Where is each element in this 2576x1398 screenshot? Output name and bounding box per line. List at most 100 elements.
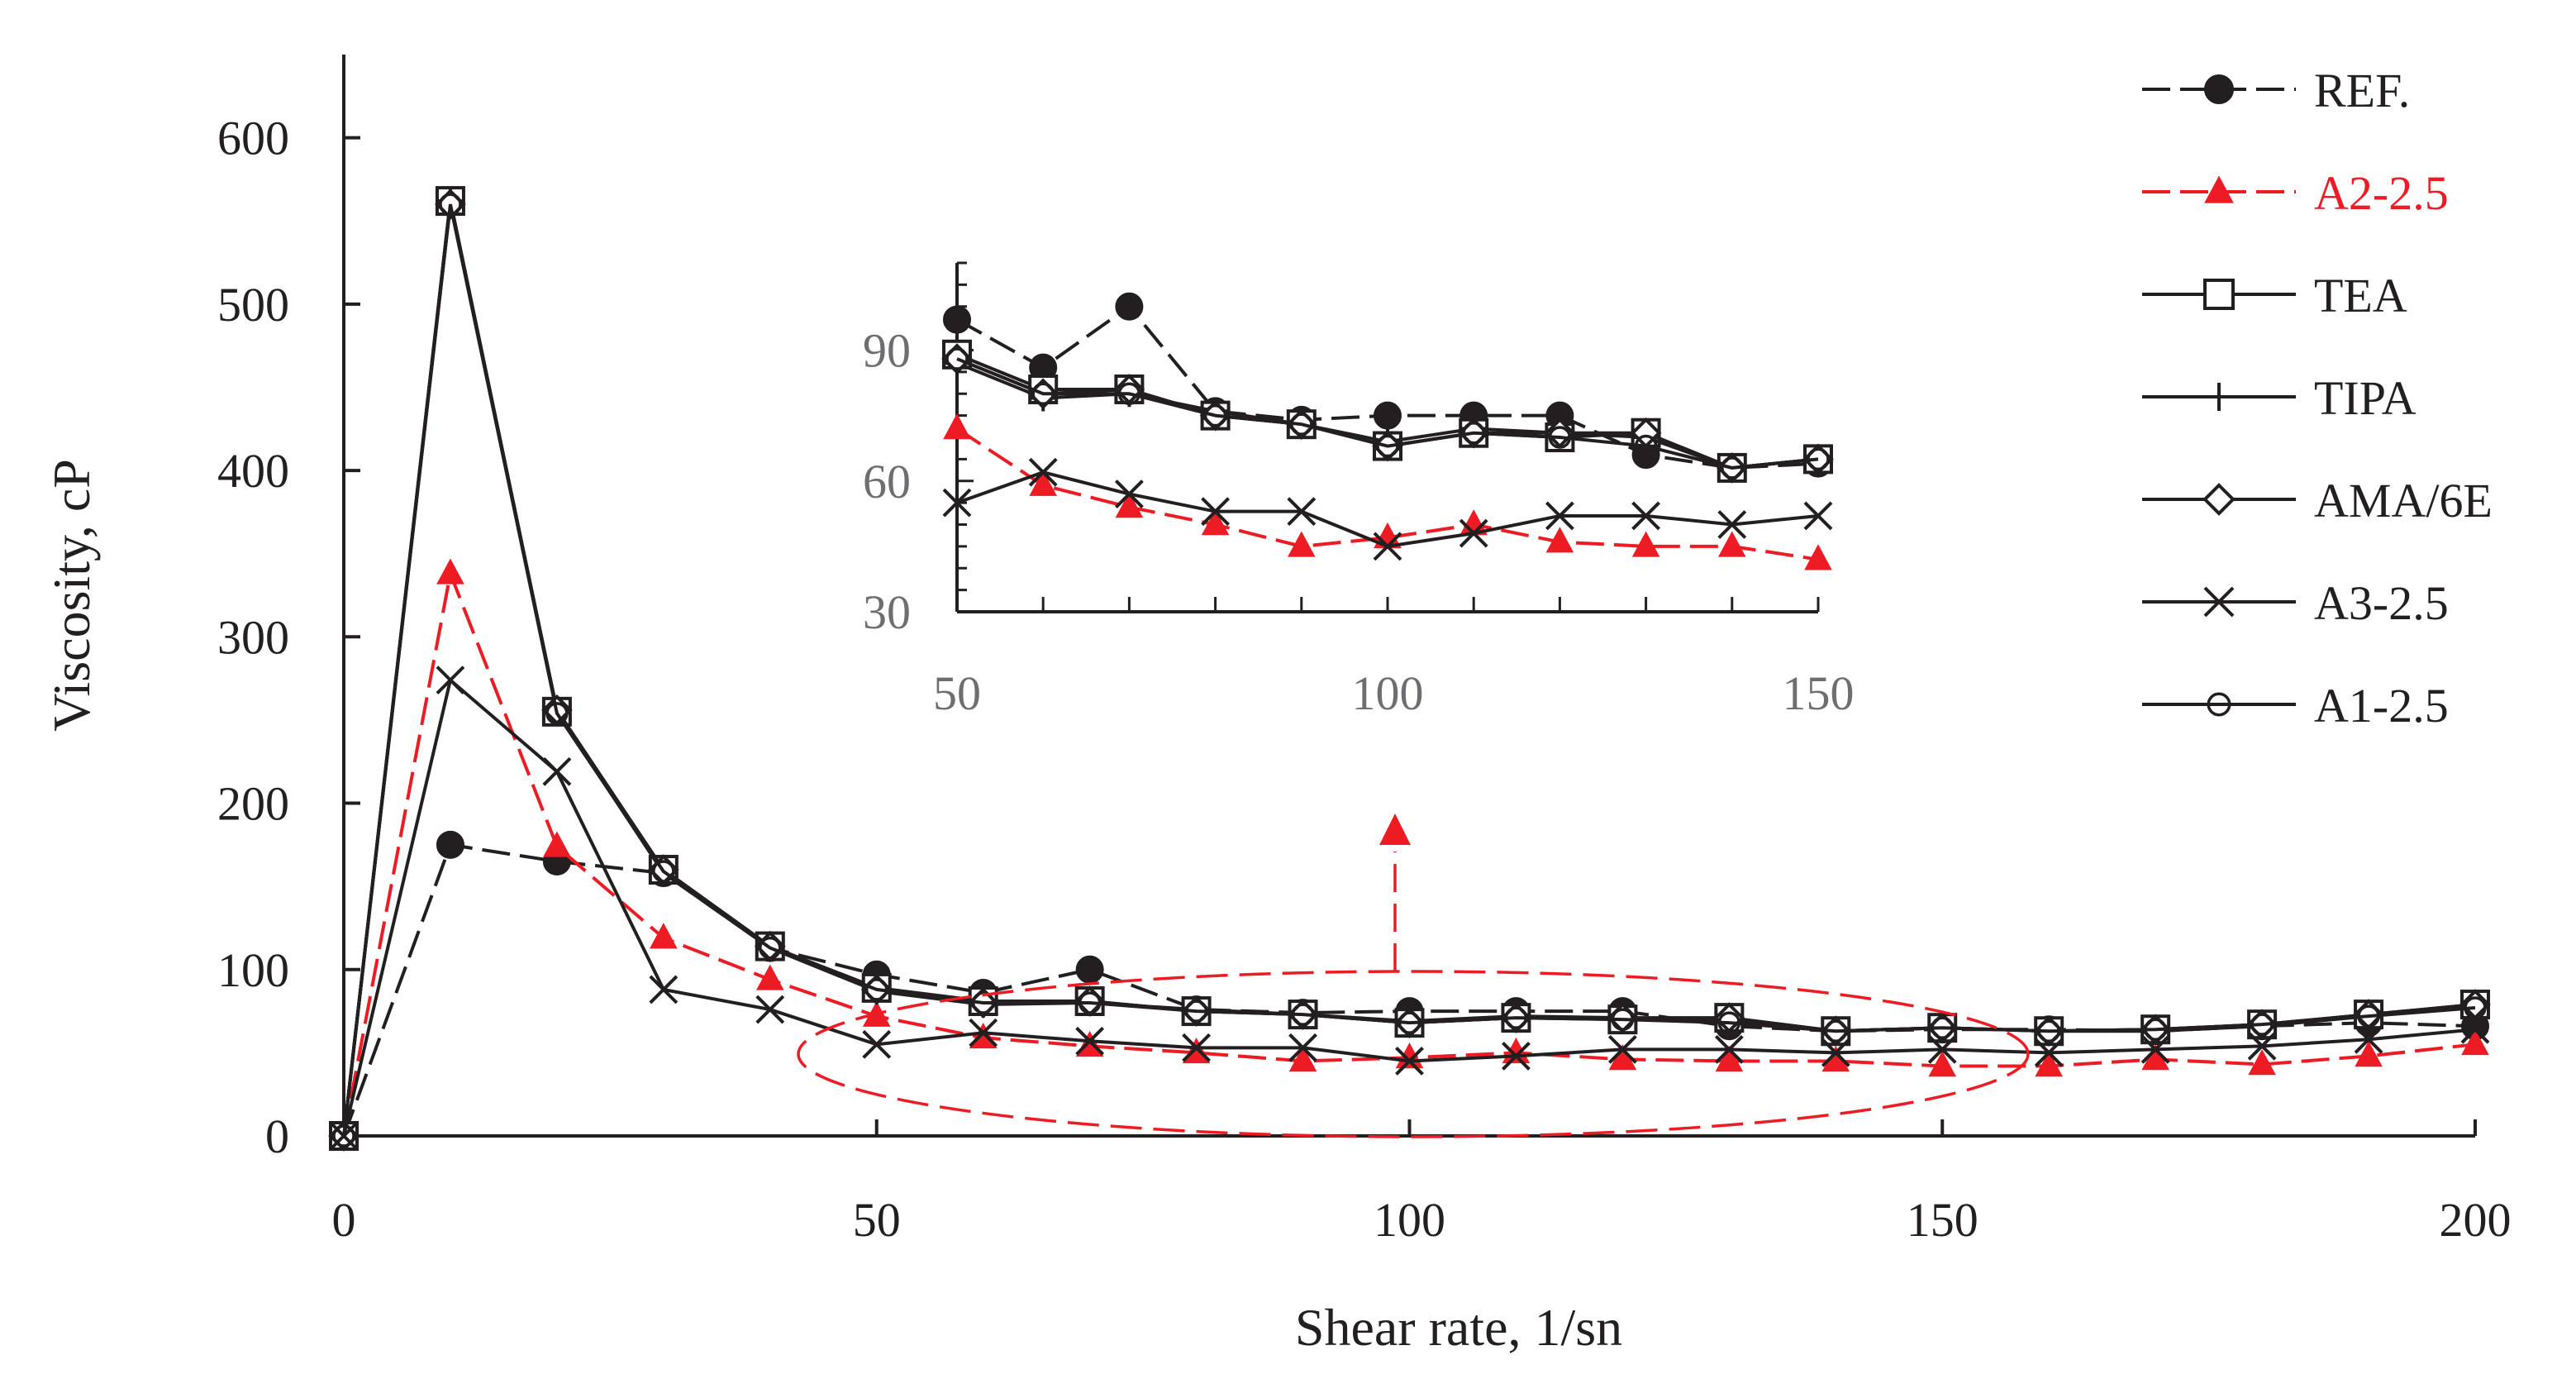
main-data-point — [862, 1029, 892, 1059]
inset-plot-area — [941, 292, 1834, 570]
inset-data-point — [1459, 518, 1488, 548]
main-data-point — [2464, 996, 2487, 1019]
inset-data-point — [1115, 292, 1144, 321]
inset-series-line — [955, 427, 1819, 561]
main-data-point — [1395, 1043, 1424, 1069]
main-data-point — [1927, 1034, 1957, 1064]
inset-data-point — [1721, 456, 1744, 480]
main-data-point — [1288, 1033, 1317, 1062]
inset-series-a1-2-5 — [945, 347, 1830, 480]
inset-data-point — [1115, 492, 1144, 518]
inset-data-point — [1804, 544, 1832, 570]
main-data-point — [650, 923, 678, 949]
main-series-a1-2-5 — [332, 193, 2487, 1148]
inset-data-point — [1114, 480, 1144, 508]
legend-label: A2-2.5 — [2314, 166, 2449, 220]
x-tick-label: 150 — [1907, 1193, 1978, 1247]
x-tick-label: 50 — [853, 1193, 901, 1247]
main-data-point — [1717, 1011, 1741, 1034]
main-data-point — [1504, 1006, 1528, 1029]
inset-data-point — [1718, 531, 1746, 557]
main-data-point — [1821, 1038, 1850, 1067]
main-data-point — [1075, 1026, 1105, 1056]
main-data-point — [756, 964, 784, 990]
inset-data-point — [1287, 497, 1317, 527]
inset-data-point — [1029, 470, 1057, 496]
main-data-point — [2250, 1013, 2274, 1036]
inset-data-point — [1290, 413, 1313, 436]
inset-data-point — [942, 488, 972, 518]
main-data-point — [545, 702, 569, 725]
y-tick-label: 0 — [265, 1109, 289, 1163]
legend-item: TIPA — [2142, 371, 2416, 425]
main-data-point — [543, 831, 571, 857]
legend-marker — [2204, 175, 2234, 203]
legend-label: REF. — [2314, 64, 2410, 117]
inset-data-point — [1117, 382, 1141, 405]
inset-data-point — [1545, 527, 1574, 553]
inset-data-point — [1459, 509, 1488, 536]
main-data-point — [436, 666, 465, 695]
inset-series-a2-2-5 — [943, 413, 1832, 570]
y-tick-label: 100 — [217, 943, 289, 997]
legend-item: A3-2.5 — [2142, 576, 2449, 630]
main-data-point — [332, 1124, 355, 1148]
legend-marker — [2204, 74, 2234, 104]
legend-item: A2-2.5 — [2142, 166, 2449, 220]
main-data-point — [1395, 1047, 1424, 1076]
legend-marker — [2203, 586, 2235, 618]
y-tick-label: 500 — [217, 278, 289, 332]
main-data-point — [436, 558, 464, 584]
main-data-point — [759, 936, 782, 960]
inset-data-point — [1634, 434, 1658, 458]
main-data-point — [1291, 1003, 1315, 1026]
x-tick-label: 100 — [1374, 1193, 1445, 1247]
main-data-point — [2141, 1044, 2169, 1071]
zoom-annotation — [797, 814, 2030, 1138]
legend-item: AMA/6E — [2142, 474, 2493, 527]
main-data-point — [969, 1018, 998, 1047]
inset-data-point — [1028, 457, 1058, 487]
inset-data-point — [943, 305, 971, 334]
inset-data-point — [1717, 510, 1747, 539]
main-plot-area — [328, 186, 2491, 1152]
main-data-point — [1821, 1046, 1850, 1072]
x-tick-label: 200 — [2440, 1193, 2512, 1247]
legend-marker — [2203, 279, 2235, 310]
inset-data-point — [1545, 501, 1574, 531]
legend-label: TEA — [2314, 269, 2407, 322]
inset-data-point — [943, 413, 971, 440]
legend-item: REF. — [2142, 64, 2410, 117]
inset-data-point — [1631, 501, 1661, 531]
main-data-point — [1502, 1037, 1531, 1064]
main-data-point — [1182, 1033, 1212, 1062]
legend-label: AMA/6E — [2314, 474, 2493, 527]
inset-data-point — [1031, 382, 1055, 405]
main-data-point — [2248, 1049, 2276, 1076]
inset-data-point — [1201, 509, 1230, 536]
main-data-point — [1288, 1046, 1317, 1072]
main-series-line — [342, 203, 2476, 1137]
main-data-point — [755, 995, 785, 1024]
legend-marker — [2207, 692, 2231, 717]
inset-series-a3-2-5 — [942, 457, 1833, 561]
main-data-point — [2247, 1031, 2277, 1061]
inset-data-point — [1807, 447, 1830, 471]
inset-x-tick-label: 100 — [1352, 666, 1424, 720]
inset-data-point — [1203, 403, 1227, 427]
inset-axes: 30 60 90 50 100 150 — [863, 261, 1855, 720]
inset-data-point — [1803, 501, 1833, 531]
inset-series-line — [956, 357, 1819, 470]
main-data-point — [1075, 955, 1104, 984]
main-data-point — [1931, 1016, 1954, 1039]
main-data-point — [2461, 1028, 2489, 1056]
main-data-point — [1714, 1034, 1744, 1064]
legend-label: A3-2.5 — [2314, 576, 2449, 630]
inset-y-tick-label: 90 — [863, 324, 911, 378]
main-data-point — [2037, 1019, 2060, 1043]
main-data-point — [1607, 1034, 1637, 1064]
main-data-point — [2357, 1004, 2380, 1028]
main-data-point — [2140, 1034, 2170, 1064]
y-tick-label: 300 — [217, 610, 289, 664]
